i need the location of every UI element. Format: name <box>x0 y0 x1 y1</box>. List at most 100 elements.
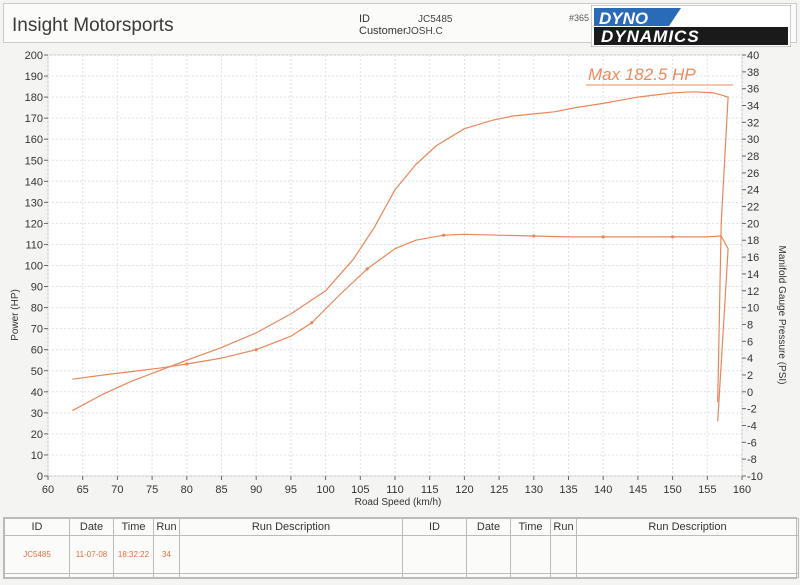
x-tick-label: 130 <box>525 484 543 496</box>
cell-id: JC5485 <box>4 534 70 575</box>
col-header-id-2: ID <box>402 518 467 536</box>
y-tick-label: 90 <box>31 282 43 294</box>
y-tick-label: 190 <box>25 71 43 83</box>
y-tick-label: 80 <box>31 303 43 315</box>
y2-tick-label: 30 <box>747 134 759 146</box>
y-tick-label: 200 <box>25 50 43 62</box>
y2-tick-label: 38 <box>747 67 759 79</box>
y-tick-label: 20 <box>31 429 43 441</box>
y-tick-label: 180 <box>25 92 43 104</box>
x-tick-label: 105 <box>351 484 369 496</box>
logo-bottom-text: DYNAMICS <box>601 27 700 46</box>
y2-tick-label: -10 <box>747 471 763 483</box>
cell-date: 11-07-08 <box>69 534 114 575</box>
y2-axis-label: Manifold Gauge Pressure (PSI) <box>776 246 787 385</box>
y2-tick-label: 6 <box>747 336 753 348</box>
id-label: ID <box>359 13 370 25</box>
boost-point <box>254 348 258 352</box>
x-tick-label: 155 <box>698 484 716 496</box>
x-tick-label: 80 <box>181 484 193 496</box>
y2-tick-label: 20 <box>747 218 759 230</box>
logo-top-text: DYNO <box>599 9 648 28</box>
col-header-run: Run <box>153 518 180 536</box>
boost-point <box>185 362 189 366</box>
col-header-date: Date <box>69 518 114 536</box>
x-tick-label: 90 <box>250 484 262 496</box>
plot-area <box>47 54 743 477</box>
cell-time: 18:32:22 <box>113 534 154 575</box>
y-tick-label: 150 <box>25 155 43 167</box>
cell-run-description-2 <box>576 534 799 575</box>
table-header-row: ID Date Time Run Run Description ID Date… <box>4 518 799 536</box>
boost-curve <box>72 233 729 422</box>
y-tick-label: 140 <box>25 176 43 188</box>
x-tick-label: 75 <box>146 484 158 496</box>
id-value: JC5485 <box>418 14 453 25</box>
x-tick-label: 145 <box>629 484 647 496</box>
x-tick-label: 115 <box>421 484 439 496</box>
col-header-run-2: Run <box>550 518 577 536</box>
y-tick-label: 40 <box>31 387 43 399</box>
y-axis-label: Power (HP) <box>10 289 21 341</box>
col-header-time: Time <box>113 518 154 536</box>
table-row: JC5485 11-07-08 18:32:22 34 <box>4 534 799 575</box>
y2-tick-label: 10 <box>747 303 759 315</box>
x-tick-label: 85 <box>215 484 227 496</box>
company-name: Insight Motorsports <box>12 15 174 36</box>
y2-tick-label: -6 <box>747 437 757 449</box>
y2-tick-label: 34 <box>747 101 759 113</box>
y2-tick-label: -4 <box>747 420 757 432</box>
y2-tick-label: 16 <box>747 252 759 264</box>
cell-date-2 <box>466 534 511 575</box>
customer-value: JOSH.C <box>406 26 443 37</box>
boost-point <box>310 321 314 325</box>
y2-tick-label: 22 <box>747 202 759 214</box>
x-tick-label: 150 <box>663 484 681 496</box>
cell-run-2 <box>550 534 577 575</box>
y-tick-label: 10 <box>31 450 43 462</box>
boost-point <box>365 267 369 271</box>
y-tick-label: 60 <box>31 345 43 357</box>
cell-run-description <box>179 534 403 575</box>
col-header-id: ID <box>4 518 70 536</box>
dyno-dynamics-logo: DYNO DYNAMICS <box>591 5 791 47</box>
y-tick-label: 100 <box>25 261 43 273</box>
y-tick-label: 30 <box>31 408 43 420</box>
y2-tick-label: 24 <box>747 185 759 197</box>
y-tick-label: 70 <box>31 324 43 336</box>
cell-run: 34 <box>153 534 180 575</box>
y2-tick-label: 32 <box>747 117 759 129</box>
y2-tick-label: 12 <box>747 286 759 298</box>
y-tick-label: 170 <box>25 113 43 125</box>
run-number: #365 <box>569 13 590 23</box>
y2-tick-label: 26 <box>747 168 759 180</box>
y2-tick-label: 8 <box>747 319 753 331</box>
y2-tick-label: -8 <box>747 454 757 466</box>
col-header-time-2: Time <box>510 518 551 536</box>
x-tick-label: 70 <box>111 484 123 496</box>
y-axis-right: -10-8-6-4-202468101214161820222426283032… <box>742 50 763 483</box>
y2-tick-label: 14 <box>747 269 759 281</box>
x-tick-label: 160 <box>733 484 751 496</box>
x-tick-label: 100 <box>316 484 334 496</box>
col-header-run-description: Run Description <box>179 518 403 536</box>
y-tick-label: 130 <box>25 197 43 209</box>
y2-tick-label: 18 <box>747 235 759 247</box>
boost-point <box>671 235 675 239</box>
x-tick-label: 65 <box>77 484 89 496</box>
cell-time-2 <box>510 534 551 575</box>
customer-label: Customer <box>359 25 407 37</box>
col-header-date-2: Date <box>466 518 511 536</box>
x-axis: 60 65 70 75 80 85 90 95 100 105 110 115 120 125 130 135… <box>42 476 751 496</box>
x-tick-label: 125 <box>490 484 508 496</box>
table-row-empty <box>4 573 799 578</box>
x-tick-label: 135 <box>559 484 577 496</box>
cell-id-2 <box>402 534 467 575</box>
y-tick-label: 50 <box>31 366 43 378</box>
x-tick-label: 110 <box>386 484 404 496</box>
y-tick-label: 160 <box>25 134 43 146</box>
y2-tick-label: 28 <box>747 151 759 163</box>
series-group <box>72 91 729 422</box>
x-tick-label: 120 <box>455 484 473 496</box>
y2-tick-label: -2 <box>747 404 757 416</box>
